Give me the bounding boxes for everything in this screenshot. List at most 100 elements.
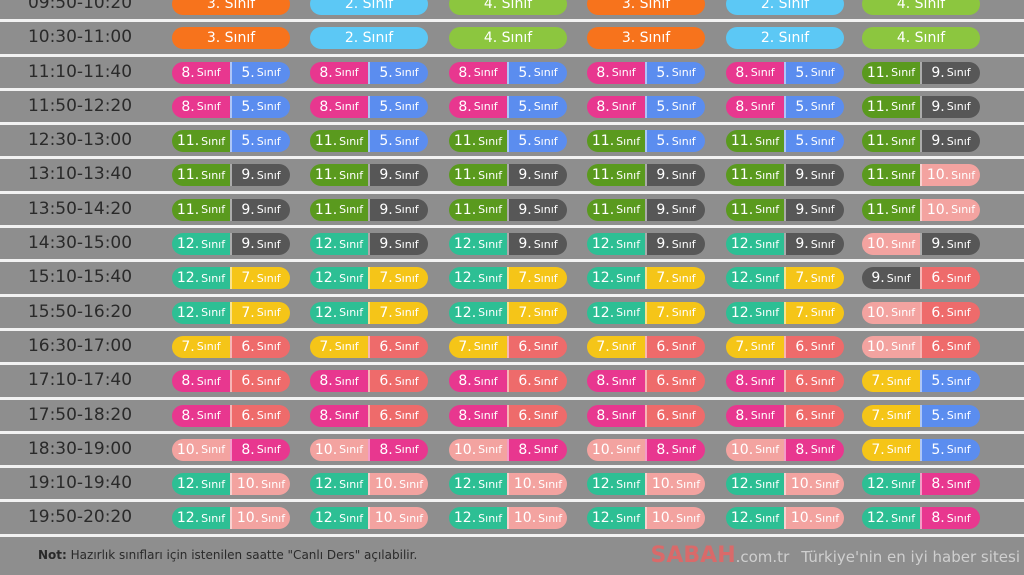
time-slot: 17:50-18:20 <box>27 404 133 425</box>
class-cell: 8. Sınıf 6. Sınıf <box>172 370 290 393</box>
grade-pill: 6. Sınıf <box>507 404 567 427</box>
grade-pill: 12. Sınıf <box>587 301 645 324</box>
grade-pill: 9. Sınıf <box>230 198 290 221</box>
grade-pill: 11. Sınıf <box>726 130 784 153</box>
class-cell: 8. Sınıf 5. Sınıf <box>449 61 567 84</box>
grade-pill: 11. Sınıf <box>310 164 368 187</box>
grade-pill: 8. Sınıf <box>726 404 784 427</box>
grade-pill: 11. Sınıf <box>449 164 507 187</box>
note-label: Not: <box>38 548 67 562</box>
schedule-row: 18:30-19:00 10. Sınıf 8. Sınıf 10. Sınıf 8. Sını… <box>0 434 1024 469</box>
grade-pill: 12. Sınıf <box>587 473 645 496</box>
grade-pill: 5. Sınıf <box>507 95 567 118</box>
grade-pill: 8. Sınıf <box>310 370 368 393</box>
grade-pill: 8. Sınıf <box>449 95 507 118</box>
grade-pill: 10. Sınıf <box>449 438 507 461</box>
class-cell: 12. Sınıf 9. Sınıf <box>449 233 567 256</box>
grade-pill: 9. Sınıf <box>920 61 980 84</box>
schedule-row: 14:30-15:00 12. Sınıf 9. Sınıf 12. Sınıf 9. Sını… <box>0 228 1024 263</box>
class-cell: 4. Sınıf <box>862 27 980 50</box>
time-slot: 15:50-16:20 <box>27 301 133 322</box>
grade-pill: 6. Sınıf <box>920 267 980 290</box>
grade-pill: 12. Sınıf <box>726 507 784 530</box>
class-cell: 3. Sınıf <box>172 27 290 50</box>
time-slot: 13:10-13:40 <box>27 164 133 185</box>
grade-pill: 3. Sınıf <box>172 0 290 15</box>
class-cell: 12. Sınıf 10. Sınıf <box>449 507 567 530</box>
grade-pill: 6. Sınıf <box>920 335 980 358</box>
time-slot: 13:50-14:20 <box>27 198 133 219</box>
grade-pill: 7. Sınıf <box>368 301 428 324</box>
class-cell: 11. Sınıf 5. Sınıf <box>310 130 428 153</box>
grade-pill: 11. Sınıf <box>862 61 920 84</box>
grade-pill: 8. Sınıf <box>172 404 230 427</box>
grade-pill: 5. Sınıf <box>368 130 428 153</box>
grade-pill: 11. Sınıf <box>587 198 645 221</box>
grade-pill: 12. Sınıf <box>726 301 784 324</box>
grade-pill: 7. Sınıf <box>645 267 705 290</box>
grade-pill: 10. Sınıf <box>726 438 784 461</box>
grade-pill: 6. Sınıf <box>645 335 705 358</box>
class-cell: 8. Sınıf 5. Sınıf <box>310 61 428 84</box>
grade-pill: 11. Sınıf <box>587 130 645 153</box>
grade-pill: 5. Sınıf <box>230 130 290 153</box>
grade-pill: 5. Sınıf <box>920 404 980 427</box>
grade-pill: 6. Sınıf <box>368 335 428 358</box>
grade-pill: 5. Sınıf <box>645 130 705 153</box>
schedule-row: 15:10-15:40 12. Sınıf 7. Sınıf 12. Sınıf 7. Sını… <box>0 262 1024 297</box>
class-cell: 8. Sınıf 5. Sınıf <box>587 95 705 118</box>
grade-pill: 5. Sınıf <box>507 130 567 153</box>
grade-pill: 7. Sınıf <box>587 335 645 358</box>
class-cell: 8. Sınıf 6. Sınıf <box>449 404 567 427</box>
class-cell: 7. Sınıf 6. Sınıf <box>310 335 428 358</box>
grade-pill: 11. Sınıf <box>449 130 507 153</box>
grade-pill: 9. Sınıf <box>368 233 428 256</box>
class-cell: 12. Sınıf 7. Sınıf <box>449 301 567 324</box>
grade-pill: 12. Sınıf <box>172 233 230 256</box>
grade-pill: 8. Sınıf <box>920 507 980 530</box>
class-cell: 12. Sınıf 7. Sınıf <box>310 267 428 290</box>
grade-pill: 10. Sınıf <box>784 507 844 530</box>
time-slot: 09:50-10:20 <box>27 0 133 13</box>
class-cell: 12. Sınıf 10. Sınıf <box>310 507 428 530</box>
time-slot: 16:30-17:00 <box>27 335 133 356</box>
schedule-row: 19:50-20:20 12. Sınıf 10. Sınıf 12. Sınıf 10. Sı… <box>0 502 1024 537</box>
grade-pill: 5. Sınıf <box>368 95 428 118</box>
class-cell: 11. Sınıf 9. Sınıf <box>449 164 567 187</box>
grade-pill: 12. Sınıf <box>449 507 507 530</box>
grade-pill: 6. Sınıf <box>784 370 844 393</box>
class-cell: 8. Sınıf 5. Sınıf <box>172 61 290 84</box>
grade-pill: 4. Sınıf <box>862 0 980 15</box>
grade-pill: 12. Sınıf <box>587 507 645 530</box>
grade-pill: 8. Sınıf <box>310 404 368 427</box>
grade-pill: 9. Sınıf <box>507 164 567 187</box>
time-slot: 10:30-11:00 <box>27 27 133 48</box>
grade-pill: 6. Sınıf <box>368 404 428 427</box>
class-cell: 12. Sınıf 7. Sınıf <box>172 267 290 290</box>
watermark: SABAH.com.tr Türkiye'nin en iyi haber si… <box>500 543 1020 571</box>
schedule-row: 11:10-11:40 8. Sınıf 5. Sınıf 8. Sınıf 5. Sınıf 8… <box>0 57 1024 91</box>
grade-pill: 8. Sınıf <box>449 404 507 427</box>
grade-pill: 10. Sınıf <box>230 507 290 530</box>
class-cell: 2. Sınıf <box>726 27 844 50</box>
class-cell: 7. Sınıf 5. Sınıf <box>862 438 980 461</box>
grade-pill: 8. Sınıf <box>310 95 368 118</box>
class-cell: 11. Sınıf 9. Sınıf <box>310 198 428 221</box>
grade-pill: 3. Sınıf <box>587 27 705 50</box>
grade-pill: 12. Sınıf <box>172 267 230 290</box>
class-cell: 10. Sınıf 6. Sınıf <box>862 335 980 358</box>
grade-pill: 8. Sınıf <box>645 438 705 461</box>
grade-pill: 6. Sınıf <box>230 404 290 427</box>
grade-pill: 8. Sınıf <box>587 370 645 393</box>
grade-pill: 7. Sınıf <box>230 301 290 324</box>
grade-pill: 7. Sınıf <box>368 267 428 290</box>
grade-pill: 7. Sınıf <box>862 370 920 393</box>
grade-pill: 9. Sınıf <box>368 164 428 187</box>
schedule-row: 17:10-17:40 8. Sınıf 6. Sınıf 8. Sınıf 6. Sınıf 8… <box>0 365 1024 400</box>
class-cell: 10. Sınıf 8. Sınıf <box>587 438 705 461</box>
schedule-row: 17:50-18:20 8. Sınıf 6. Sınıf 8. Sınıf 6. Sınıf 8… <box>0 400 1024 434</box>
class-cell: 11. Sınıf 9. Sınıf <box>172 198 290 221</box>
grade-pill: 5. Sınıf <box>784 61 844 84</box>
schedule-row: 12:30-13:00 11. Sınıf 5. Sınıf 11. Sınıf 5. Sını… <box>0 125 1024 160</box>
class-cell: 12. Sınıf 10. Sınıf <box>172 473 290 496</box>
